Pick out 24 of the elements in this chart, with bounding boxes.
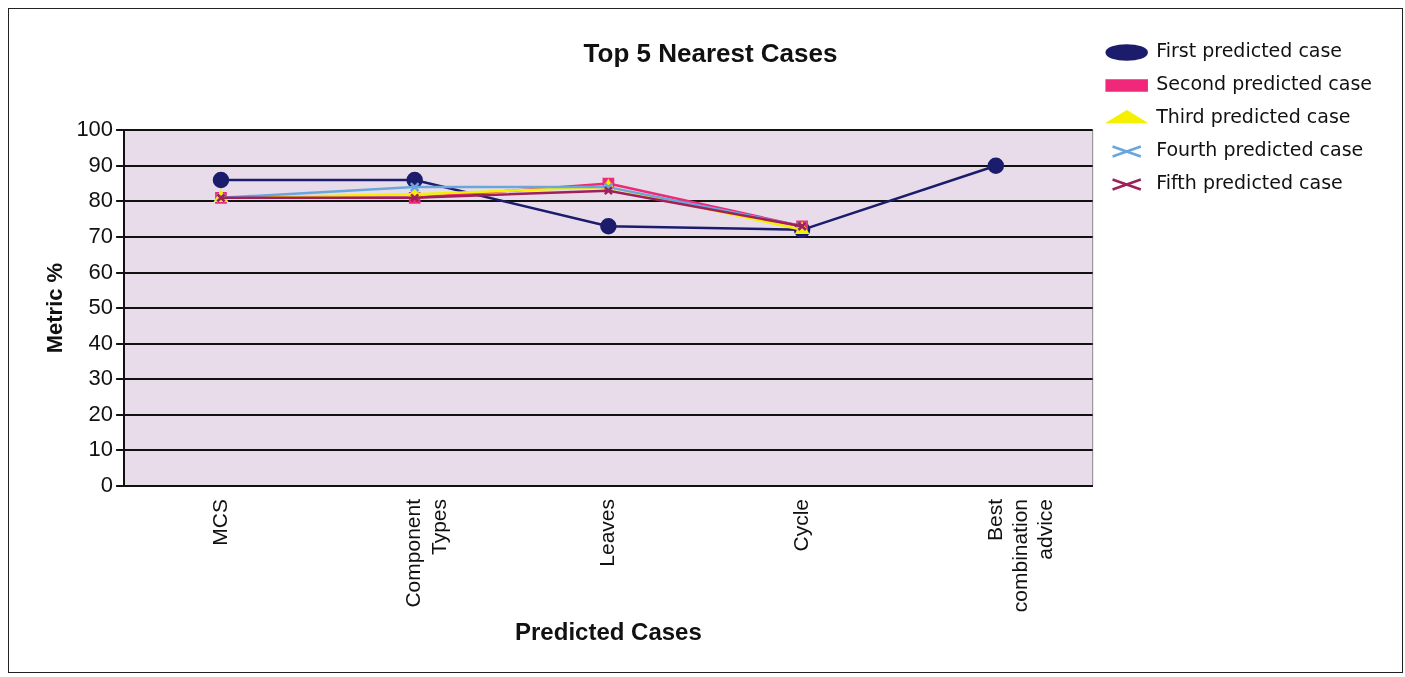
y-tick-label: 40	[88, 329, 114, 355]
y-tick-label: 60	[88, 258, 114, 284]
y-axis-title: Metric %	[42, 262, 68, 354]
y-tick-label: 80	[88, 187, 114, 213]
x-tick-label: Component Types	[401, 498, 450, 608]
y-tick-label: 50	[88, 294, 114, 320]
x-tick-label: Best combination advice	[982, 498, 1057, 613]
y-tick-label: 100	[76, 116, 114, 142]
y-tick-label: 30	[88, 365, 114, 391]
y-tick-label: 70	[88, 222, 114, 248]
legend-label: Third predicted case	[1155, 105, 1351, 128]
x-tick-label: Leaves	[595, 498, 619, 567]
legend-label: Fourth predicted case	[1156, 138, 1364, 161]
y-tick-label: 20	[88, 400, 114, 426]
y-tick-label: 10	[88, 436, 114, 462]
y-tick-label: 90	[88, 151, 114, 177]
x-tick-label: MCS	[207, 498, 231, 546]
legend-label: First predicted case	[1156, 39, 1343, 62]
legend-label: Second predicted case	[1156, 72, 1372, 95]
chart-title: Top 5 Nearest Cases	[583, 37, 838, 68]
x-tick-label: Cycle	[788, 498, 812, 552]
x-axis-title: Predicted Cases	[515, 618, 702, 646]
legend-label: Fifth predicted case	[1156, 171, 1343, 194]
y-tick-label: 0	[100, 472, 114, 498]
